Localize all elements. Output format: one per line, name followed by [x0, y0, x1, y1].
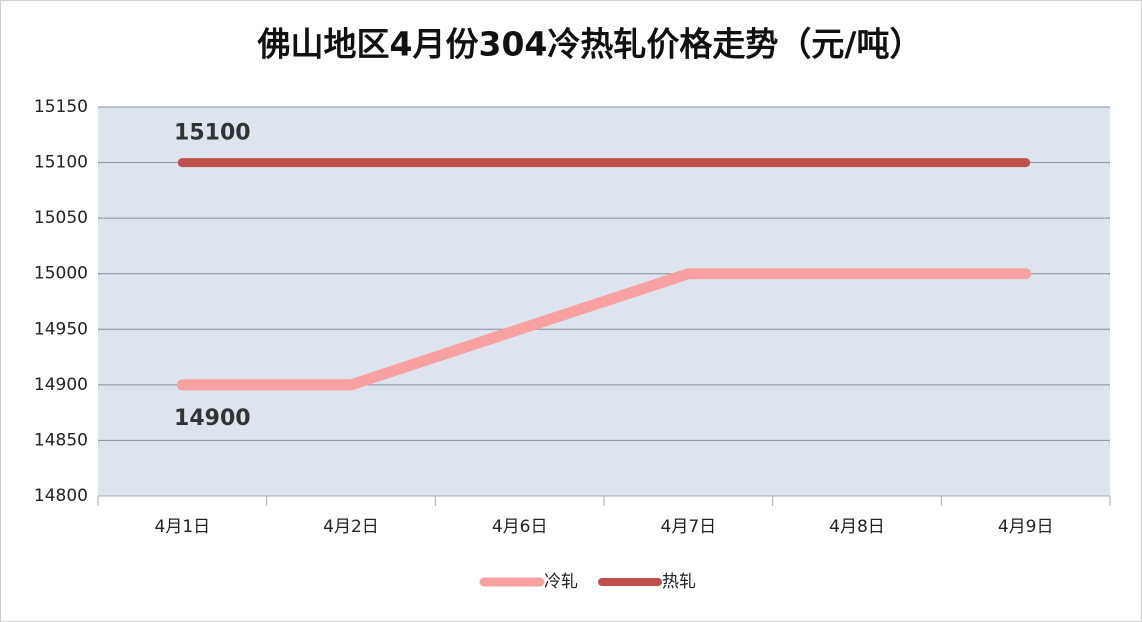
- x-tick-label: 4月7日: [661, 517, 717, 537]
- y-tick-label: 15150: [34, 97, 88, 117]
- data-label: 15100: [174, 121, 251, 146]
- y-tick-label: 15100: [34, 153, 88, 173]
- x-tick-label: 4月8日: [829, 517, 885, 537]
- y-tick-label: 14800: [34, 486, 88, 506]
- legend-label: 冷轧: [544, 572, 578, 592]
- x-tick-label: 4月9日: [998, 517, 1054, 537]
- y-tick-label: 14850: [34, 430, 88, 450]
- data-label: 14900: [174, 406, 251, 431]
- x-tick-label: 4月2日: [323, 517, 379, 537]
- chart-title: 佛山地区4月份304冷热轧价格走势（元/吨）: [257, 25, 923, 64]
- legend-label: 热轧: [662, 572, 696, 592]
- y-tick-label: 15050: [34, 208, 88, 228]
- y-tick-label: 14950: [34, 319, 88, 339]
- line-series: [176, 268, 1032, 391]
- y-tick-label: 15000: [34, 264, 88, 284]
- y-tick-label: 14900: [34, 375, 88, 395]
- x-tick-label: 4月1日: [155, 517, 211, 537]
- x-tick-label: 4月6日: [492, 517, 548, 537]
